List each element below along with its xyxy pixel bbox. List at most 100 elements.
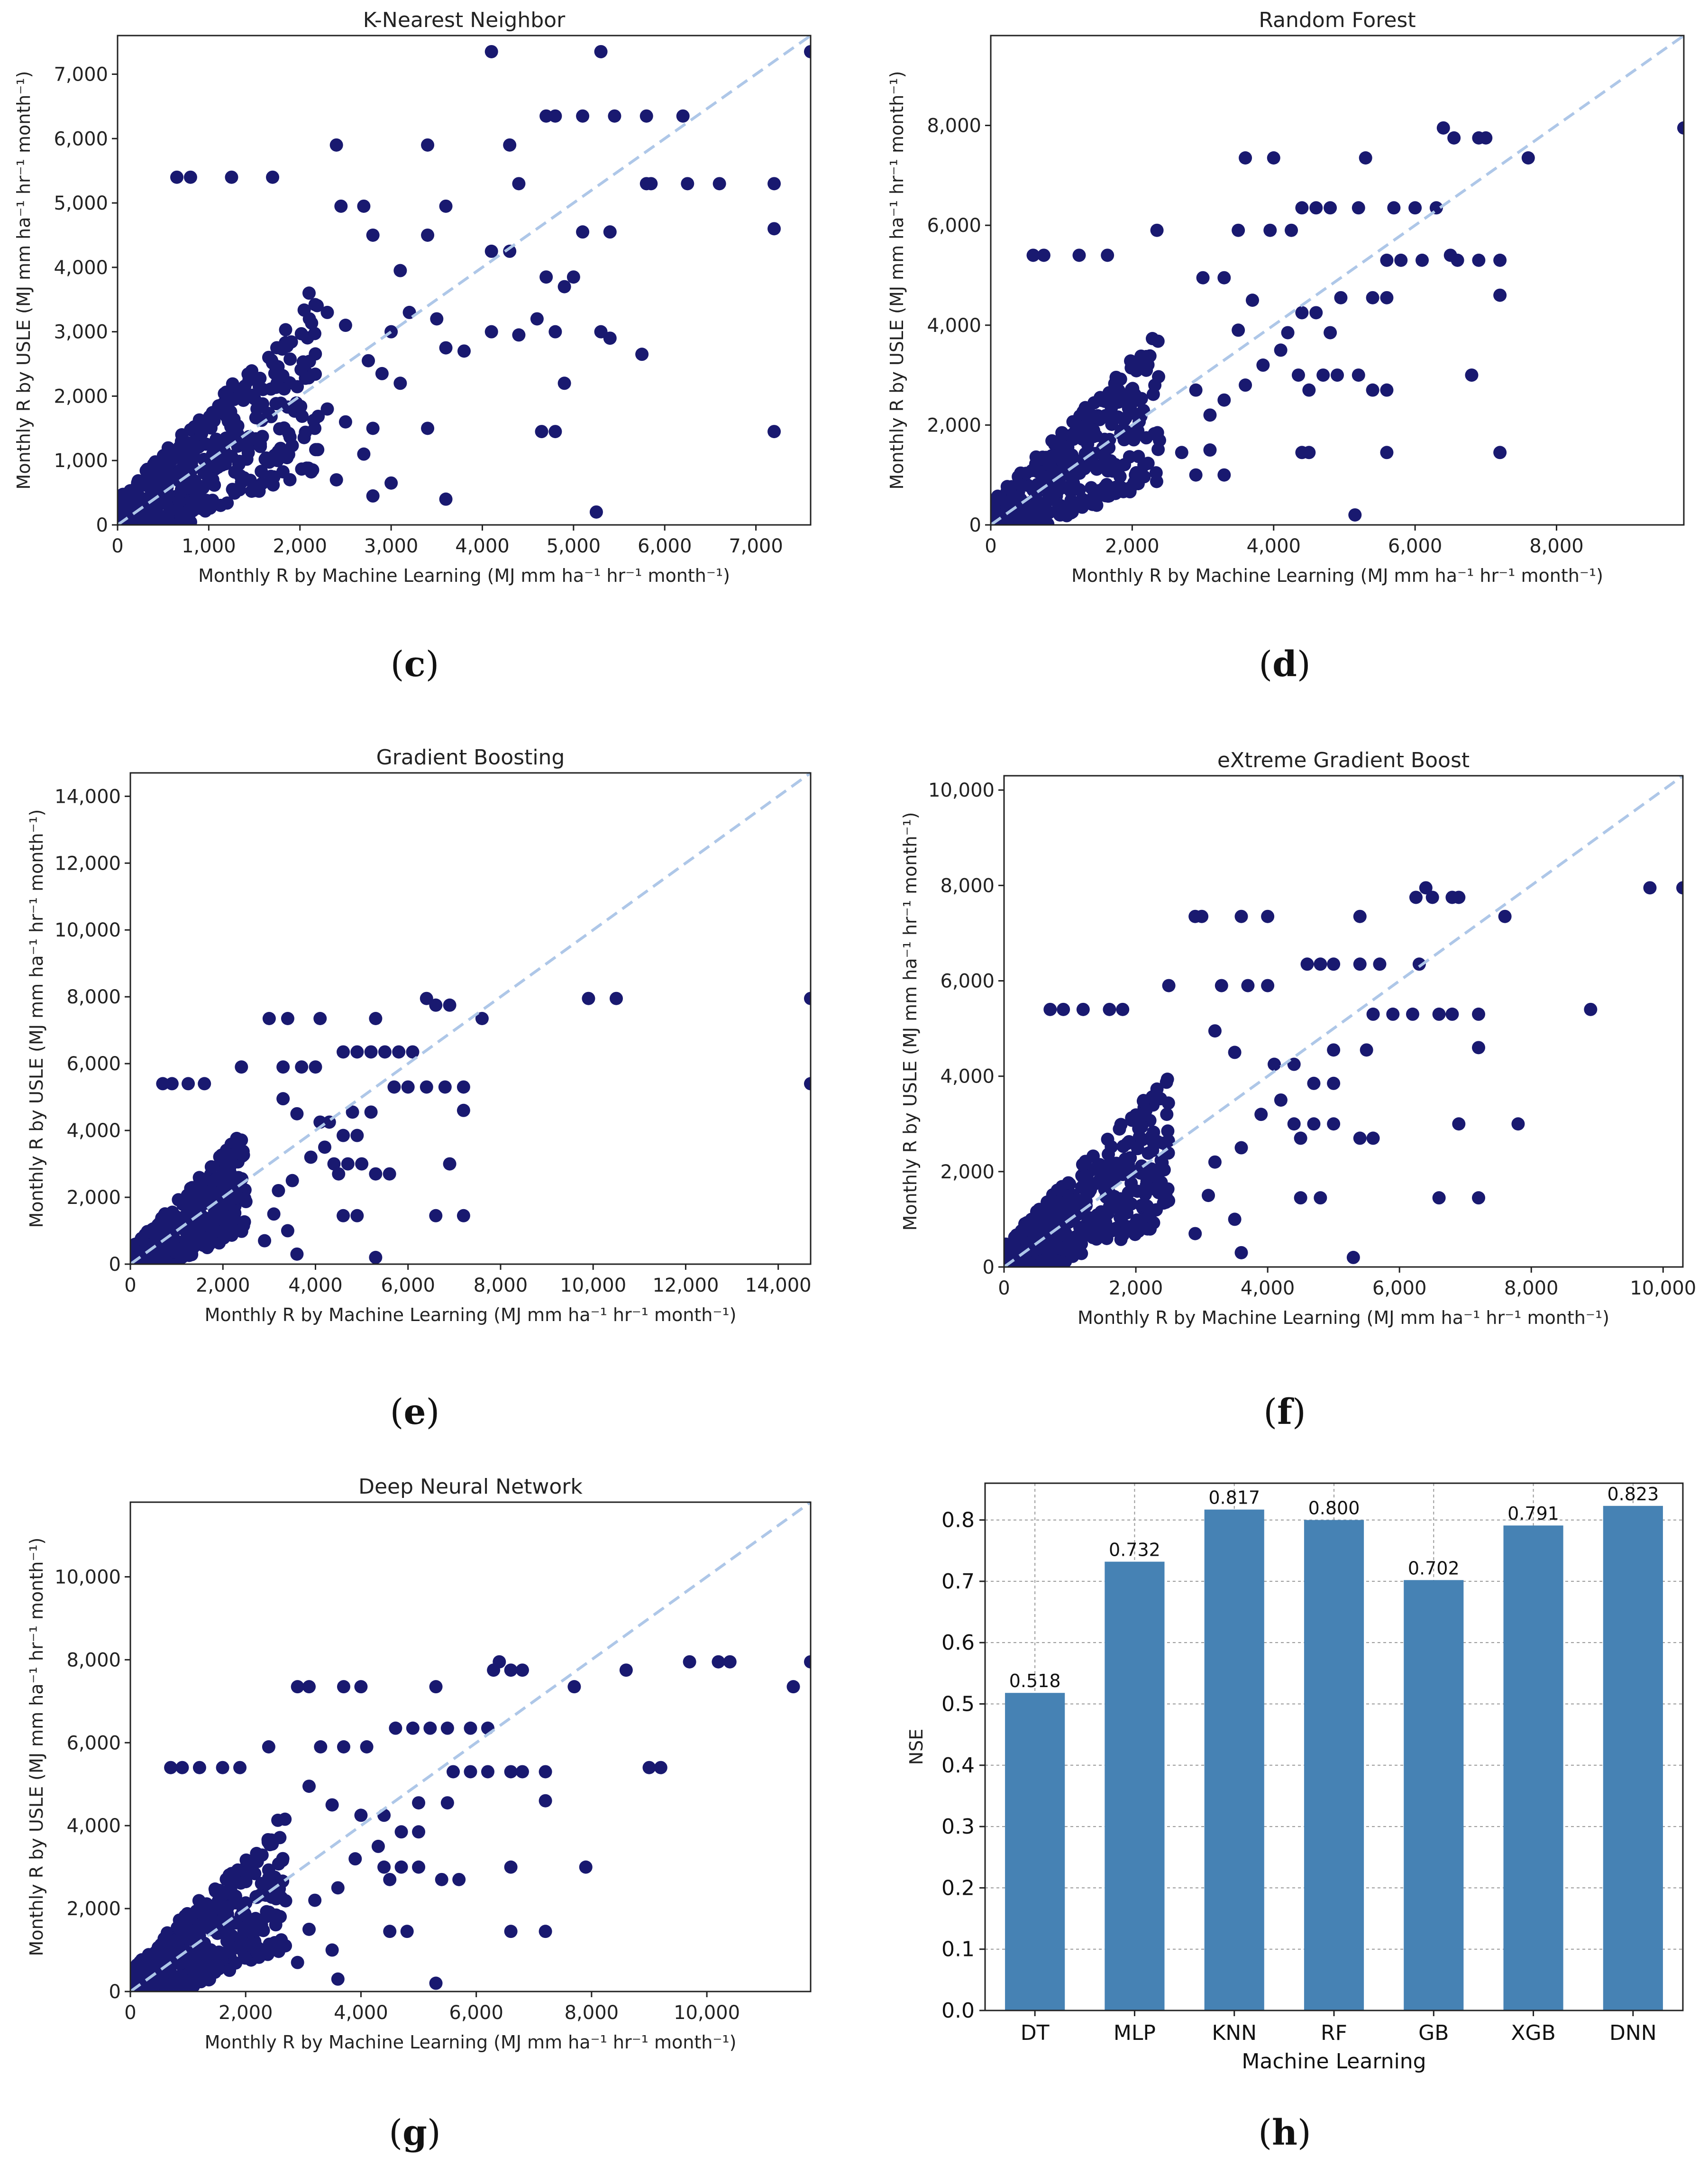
data-point bbox=[192, 1761, 206, 1774]
x-tick-label: 10,000 bbox=[674, 2002, 740, 2024]
data-point bbox=[1472, 253, 1486, 267]
data-point bbox=[1309, 201, 1323, 215]
x-tick-label: DT bbox=[1021, 2021, 1050, 2045]
data-point-cluster bbox=[283, 352, 297, 366]
plot-title: Gradient Boosting bbox=[376, 745, 565, 770]
data-point bbox=[302, 1922, 316, 1936]
x-tick-label: 4,000 bbox=[1241, 1277, 1295, 1299]
data-point-cluster bbox=[1100, 484, 1114, 498]
x-tick-label: RF bbox=[1321, 2021, 1347, 2045]
data-point-cluster bbox=[261, 1947, 274, 1961]
data-point bbox=[314, 1740, 328, 1753]
data-point bbox=[235, 1060, 248, 1074]
y-tick-label: 4,000 bbox=[54, 257, 108, 279]
x-tick-label: MLP bbox=[1114, 2021, 1156, 2045]
data-point-cluster bbox=[1160, 1108, 1174, 1121]
x-tick-label: 2,000 bbox=[196, 1275, 250, 1296]
data-point bbox=[1217, 271, 1231, 285]
data-point bbox=[723, 1655, 737, 1669]
data-point bbox=[1203, 408, 1217, 422]
data-point bbox=[350, 1209, 364, 1222]
data-point bbox=[233, 1761, 247, 1774]
data-point bbox=[610, 991, 623, 1005]
data-point bbox=[576, 225, 590, 239]
data-point bbox=[1493, 446, 1507, 459]
data-point bbox=[281, 1224, 294, 1238]
data-point bbox=[440, 1721, 454, 1735]
y-tick-label: 10,000 bbox=[928, 780, 995, 801]
data-point bbox=[1380, 446, 1394, 459]
data-point bbox=[1256, 358, 1270, 372]
data-point-cluster bbox=[1095, 1161, 1108, 1175]
y-tick-label: 12,000 bbox=[55, 853, 121, 874]
bar-xgb bbox=[1503, 1525, 1563, 2010]
data-point-cluster bbox=[1076, 492, 1089, 506]
data-point-cluster bbox=[1029, 1214, 1043, 1228]
data-point-cluster bbox=[1095, 394, 1109, 407]
data-point bbox=[439, 341, 453, 355]
y-tick-label: 10,000 bbox=[55, 919, 121, 941]
data-point bbox=[1416, 253, 1429, 267]
data-point-cluster bbox=[294, 363, 308, 376]
data-point-cluster bbox=[262, 406, 275, 420]
data-point-cluster bbox=[250, 402, 264, 416]
data-point-cluster bbox=[273, 422, 287, 436]
data-point bbox=[1316, 368, 1330, 382]
data-point-cluster bbox=[308, 298, 322, 312]
data-point-cluster bbox=[155, 455, 168, 468]
scatter-plot-knn: K-Nearest Neighbor 0 1,000 2,000 3,000 4,000 5… bbox=[13, 8, 812, 586]
caption-e: (e) bbox=[390, 1392, 440, 1432]
data-point-cluster bbox=[213, 405, 227, 419]
data-point bbox=[302, 286, 316, 300]
x-tick-label: 10,000 bbox=[560, 1275, 626, 1296]
data-point bbox=[1447, 131, 1461, 145]
data-point-cluster bbox=[1130, 475, 1144, 488]
data-point-cluster bbox=[126, 506, 139, 520]
data-point-cluster bbox=[255, 465, 268, 478]
data-point-cluster bbox=[200, 461, 214, 475]
data-point bbox=[504, 1925, 518, 1938]
bar-value-label: 0.817 bbox=[1208, 1487, 1260, 1508]
data-point bbox=[1314, 957, 1327, 971]
data-point-cluster bbox=[186, 1237, 200, 1250]
y-tick-label: 0.4 bbox=[941, 1753, 975, 1778]
y-tick-label: 8,000 bbox=[927, 115, 981, 137]
one-to-one-line bbox=[129, 771, 812, 1266]
data-point bbox=[1263, 223, 1277, 237]
data-point-cluster bbox=[1148, 1137, 1161, 1151]
data-point bbox=[309, 1060, 322, 1074]
data-point bbox=[430, 312, 444, 326]
data-point-cluster bbox=[1045, 434, 1059, 448]
data-point bbox=[767, 177, 781, 191]
data-point bbox=[443, 998, 457, 1012]
x-tick-label: 0 bbox=[998, 1277, 1010, 1299]
y-tick-label: 4,000 bbox=[66, 1120, 121, 1142]
data-point bbox=[539, 1794, 552, 1808]
data-point bbox=[1228, 1046, 1242, 1059]
data-point bbox=[383, 1872, 397, 1886]
y-tick-label: 4,000 bbox=[66, 1815, 121, 1837]
data-point-cluster bbox=[1124, 403, 1138, 416]
data-point-cluster bbox=[189, 1947, 203, 1961]
data-point-cluster bbox=[1151, 442, 1165, 456]
y-tick-label: 0.7 bbox=[941, 1570, 975, 1594]
data-point-cluster bbox=[223, 1940, 237, 1954]
data-point bbox=[1465, 368, 1479, 382]
data-point bbox=[366, 422, 380, 435]
data-point bbox=[443, 1157, 457, 1171]
data-point bbox=[1408, 201, 1422, 215]
data-point-cluster bbox=[259, 1910, 273, 1924]
data-point-cluster bbox=[240, 1854, 254, 1867]
data-point bbox=[557, 376, 571, 390]
data-point-cluster bbox=[1094, 460, 1107, 474]
data-point-cluster bbox=[224, 420, 237, 433]
data-point bbox=[272, 1184, 285, 1197]
data-point-cluster bbox=[274, 441, 287, 455]
data-point bbox=[1285, 223, 1298, 237]
data-point-cluster bbox=[151, 1941, 165, 1955]
data-point bbox=[548, 325, 562, 339]
data-point bbox=[712, 1655, 725, 1669]
data-point bbox=[1352, 368, 1365, 382]
data-point-cluster bbox=[1141, 457, 1155, 470]
data-point bbox=[548, 425, 562, 439]
